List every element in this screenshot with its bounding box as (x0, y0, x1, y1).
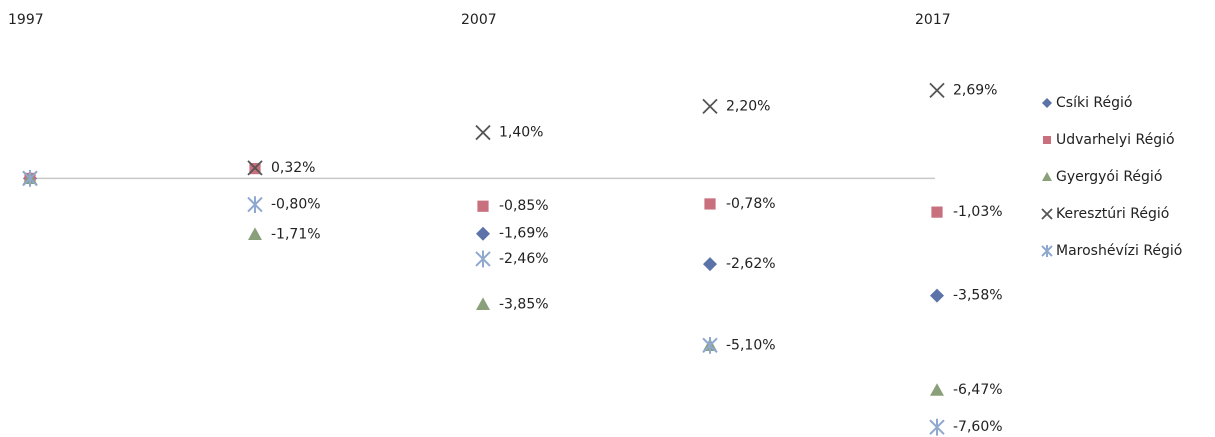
data-point (929, 82, 945, 98)
data-label: -1,71% (271, 226, 321, 242)
data-point (22, 170, 38, 187)
data-label: -1,69% (499, 226, 549, 242)
legend-marker (1042, 172, 1052, 181)
data-point (930, 288, 944, 303)
data-point (704, 198, 716, 210)
data-point (476, 226, 490, 241)
data-label: -3,58% (953, 288, 1003, 304)
legend-marker (1041, 208, 1053, 220)
data-point (702, 336, 718, 354)
data-label: -0,78% (726, 196, 776, 212)
data-label: -5,10% (726, 337, 776, 353)
legend-label: Maroshévízi Régió (1056, 243, 1182, 259)
data-point (248, 227, 262, 240)
data-label: -3,85% (499, 296, 549, 312)
data-point (477, 200, 489, 212)
legend-label: Csíki Régió (1056, 95, 1132, 111)
legend-label: Gyergyói Régió (1056, 169, 1162, 185)
data-label: 2,20% (726, 98, 770, 114)
legend-label: Keresztúri Régió (1056, 206, 1169, 222)
data-label: -2,62% (726, 256, 776, 272)
data-point (247, 196, 263, 213)
legend-marker (1041, 245, 1053, 257)
data-label: -1,03% (953, 204, 1003, 220)
data-label: -2,46% (499, 251, 549, 267)
data-label: -0,85% (499, 198, 549, 214)
data-point (929, 418, 945, 436)
data-point (931, 206, 943, 218)
data-point (476, 297, 490, 311)
data-point (703, 257, 717, 272)
data-point (475, 250, 491, 268)
data-point (247, 160, 263, 176)
x-tick-label: 2017 (915, 12, 951, 28)
data-point (930, 383, 944, 396)
data-label: 0,32% (271, 160, 315, 176)
data-label: -6,47% (953, 382, 1003, 398)
x-tick-label: 1997 (8, 12, 44, 28)
legend-marker (1043, 136, 1051, 144)
data-label: 1,40% (499, 125, 543, 141)
legend-label: Udvarhelyi Régió (1056, 132, 1175, 148)
data-label: -0,80% (271, 197, 321, 213)
data-label: 2,69% (953, 82, 997, 98)
data-point (475, 124, 491, 141)
data-label: -7,60% (953, 419, 1003, 435)
x-tick-label: 2007 (461, 12, 497, 28)
legend-marker (1042, 98, 1052, 108)
data-point (702, 98, 718, 115)
